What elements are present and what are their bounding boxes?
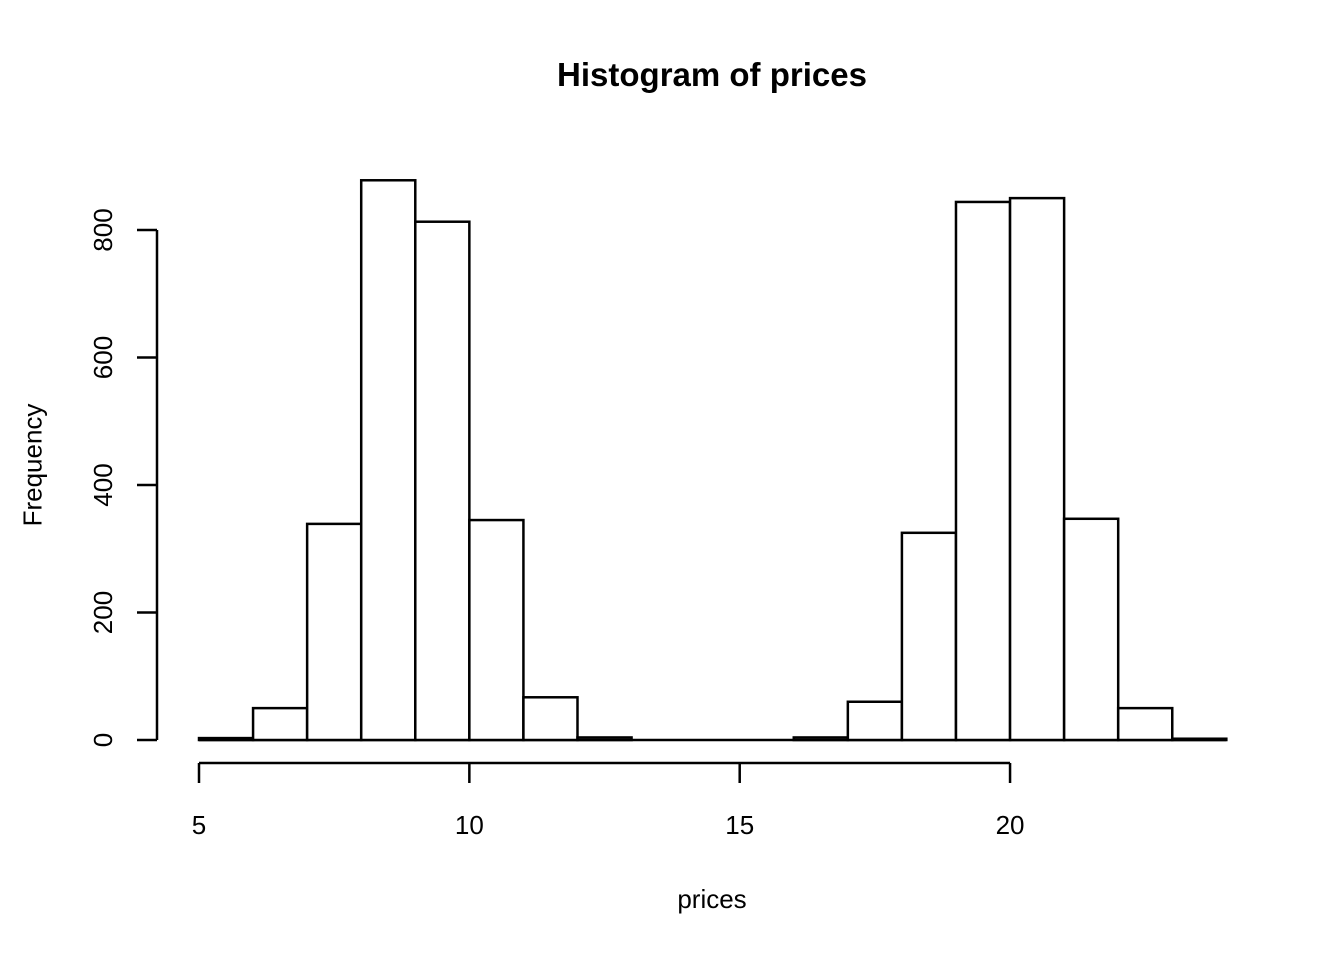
histogram-bar [900, 531, 958, 742]
x-axis-label: prices [677, 884, 747, 914]
x-tick-label: 5 [192, 810, 206, 840]
histogram-bar [251, 706, 309, 742]
histogram-bar [305, 522, 363, 742]
histogram-bar [576, 736, 633, 742]
histogram-bar [954, 200, 1012, 742]
histogram-bar [792, 736, 850, 742]
histogram-bar [359, 179, 417, 742]
histogram-bar [1062, 517, 1120, 742]
histogram-bar [468, 518, 525, 742]
x-tick-label: 15 [725, 810, 754, 840]
y-tick-label: 0 [88, 733, 118, 747]
histogram-bar [1171, 737, 1228, 742]
histogram-bar [1116, 706, 1174, 742]
y-tick-label: 400 [88, 463, 118, 506]
histogram-bar [846, 700, 904, 742]
histogram-bar [197, 736, 255, 742]
histogram-bar [1008, 196, 1066, 742]
histogram-bar [414, 220, 471, 742]
y-tick-label: 600 [88, 336, 118, 379]
x-tick-label: 20 [996, 810, 1025, 840]
y-tick-label: 800 [88, 208, 118, 251]
chart-title: Histogram of prices [557, 56, 867, 93]
histogram-bar [522, 696, 579, 742]
x-tick-label: 10 [455, 810, 484, 840]
y-tick-label: 200 [88, 591, 118, 634]
